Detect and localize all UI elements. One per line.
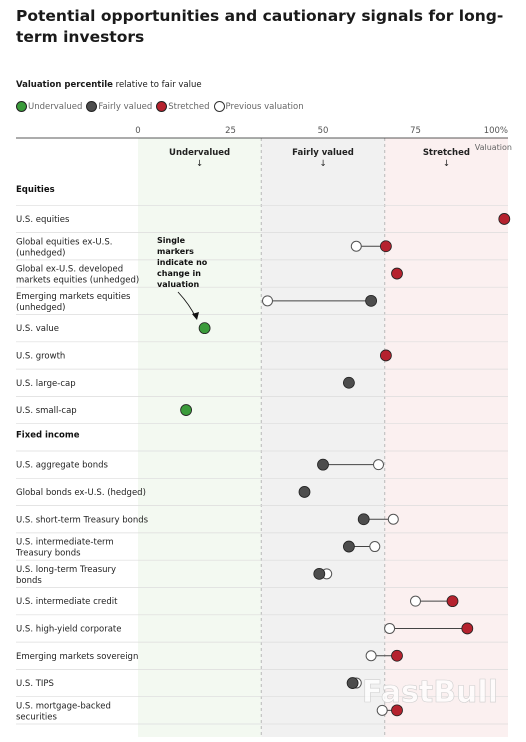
row-label: U.S. intermediate credit — [16, 597, 118, 607]
row-label-line2: securities — [16, 712, 57, 722]
group-header: Equities — [16, 185, 55, 195]
legend-item-previous: Previous valuation — [213, 101, 304, 112]
chart-subtitle: Valuation percentile relative to fair va… — [16, 80, 202, 90]
annotation-text: markers — [157, 247, 194, 256]
zone-arrow-2: ↓ — [443, 159, 450, 169]
previous-marker — [365, 650, 377, 662]
watermark-text: FastBull — [362, 675, 498, 710]
legend: Undervalued Fairly valued Stretched Prev… — [16, 101, 308, 112]
row-label: U.S. mortgage-backed — [16, 701, 111, 711]
annotation-text: change in — [157, 269, 201, 278]
legend-swatch-stretched — [156, 101, 168, 112]
current-marker — [342, 376, 355, 389]
row-label-line2: (unhedged) — [16, 248, 65, 258]
zone-label-2: Stretched — [423, 148, 470, 158]
row-label: U.S. TIPS — [16, 679, 54, 689]
zone-band-2 — [384, 138, 508, 737]
row-label: U.S. value — [16, 324, 59, 334]
row-label: U.S. high-yield corporate — [16, 624, 121, 634]
current-marker — [317, 458, 329, 471]
current-marker — [346, 677, 359, 689]
tick-label: 100% — [484, 126, 508, 136]
previous-marker — [376, 704, 388, 716]
group-header: Fixed income — [16, 431, 80, 441]
row-label-line2: markets equities (unhedged) — [16, 276, 139, 286]
current-marker — [391, 704, 403, 717]
row-label: U.S. large-cap — [16, 379, 76, 389]
current-marker — [498, 213, 511, 225]
current-marker — [379, 240, 392, 253]
subtitle-bold: Valuation percentile — [16, 80, 113, 90]
previous-marker — [262, 295, 273, 307]
zone-arrow-1: ↓ — [319, 159, 326, 169]
current-marker — [357, 513, 370, 526]
annotation-text: Single — [157, 236, 186, 245]
row-label-line2: Treasury bonds — [15, 549, 81, 559]
current-marker — [391, 267, 403, 280]
row-label: Global ex-U.S. developed — [16, 265, 123, 275]
annotation-arrowhead — [192, 312, 199, 320]
legend-label-fairly-valued: Fairly valued — [98, 101, 153, 112]
previous-marker — [369, 541, 381, 553]
row-label: U.S. growth — [16, 351, 65, 361]
tick-label: 0 — [135, 126, 140, 136]
tick-label: 25 — [225, 126, 236, 136]
current-marker — [365, 294, 378, 307]
previous-marker — [410, 595, 421, 607]
current-marker — [379, 349, 392, 362]
previous-marker — [387, 513, 399, 525]
zone-arrow-0: ↓ — [196, 159, 203, 169]
row-label: U.S. aggregate bonds — [16, 461, 109, 471]
legend-label-previous: Previous valuation — [225, 101, 304, 112]
current-marker — [180, 404, 193, 416]
legend-item-undervalued: Undervalued — [16, 101, 82, 112]
legend-swatch-fairly-valued — [86, 101, 98, 112]
legend-item-fairly-valued: Fairly valued — [86, 101, 152, 112]
row-label: U.S. intermediate-term — [16, 538, 114, 548]
current-marker — [461, 622, 474, 635]
legend-item-stretched: Stretched — [156, 101, 210, 112]
current-marker — [391, 649, 403, 662]
legend-swatch-undervalued — [16, 101, 27, 112]
current-marker — [198, 322, 211, 335]
previous-marker — [373, 459, 384, 471]
previous-marker — [350, 240, 362, 252]
row-label: Emerging markets sovereign — [16, 652, 138, 662]
legend-label-undervalued: Undervalued — [28, 101, 83, 112]
tick-label: 75 — [410, 126, 421, 136]
current-marker — [313, 567, 326, 580]
annotation-text: indicate no — [157, 258, 208, 267]
row-label: U.S. equities — [16, 215, 70, 225]
zone-label-1: Fairly valued — [292, 148, 354, 158]
x-axis-title: Valuation — [475, 143, 512, 152]
zone-band-0 — [138, 138, 262, 737]
zone-band-1 — [261, 138, 385, 737]
row-label: Global equities ex-U.S. — [16, 237, 112, 247]
current-marker — [342, 540, 355, 553]
row-label-line2: (unhedged) — [16, 303, 65, 313]
row-label-line2: bonds — [16, 576, 42, 586]
row-label: U.S. small-cap — [16, 406, 77, 416]
annotation-text: valuation — [157, 280, 200, 289]
previous-marker — [384, 622, 396, 634]
legend-label-stretched: Stretched — [168, 101, 210, 112]
legend-swatch-previous — [213, 101, 225, 112]
subtitle-rest: relative to fair value — [112, 80, 202, 90]
current-marker — [446, 595, 459, 608]
row-label: U.S. short-term Treasury bonds — [16, 515, 149, 525]
row-label: Global bonds ex-U.S. (hedged) — [16, 488, 146, 498]
zone-label-0: Undervalued — [169, 148, 230, 158]
chart-title: Potential opportunities and cautionary s… — [16, 7, 504, 46]
tick-label: 50 — [318, 126, 329, 136]
row-label: U.S. long-term Treasury — [16, 565, 116, 575]
row-label: Emerging markets equities — [16, 292, 131, 302]
current-marker — [298, 486, 311, 498]
